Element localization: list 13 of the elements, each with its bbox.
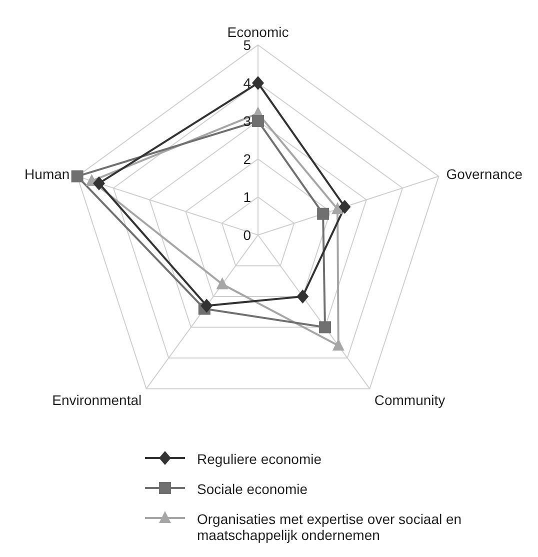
y-tick-label: 5 — [243, 37, 252, 53]
spoke-label: Human — [24, 166, 70, 182]
y-tick-label: 1 — [243, 189, 252, 205]
legend-label: Sociale economie — [197, 481, 308, 497]
legend-label: Organisaties met expertise over sociaal en maatschappelijk ondernemen — [197, 511, 463, 543]
y-tick-label: 4 — [243, 75, 252, 91]
y-tick-label: 2 — [243, 151, 252, 167]
spoke-label: Governance — [446, 166, 523, 182]
y-tick-label: 0 — [243, 227, 252, 243]
spoke-label: Environmental — [52, 392, 142, 408]
legend-label: Reguliere economie — [197, 451, 322, 467]
spoke-label: Community — [374, 392, 446, 408]
spoke-label: Economic — [227, 24, 289, 40]
